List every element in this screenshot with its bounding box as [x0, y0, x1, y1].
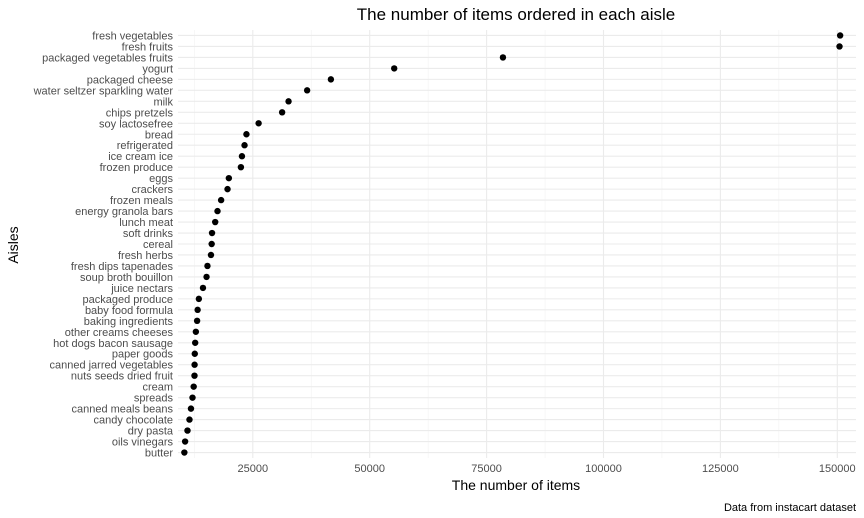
- data-point: [192, 328, 200, 335]
- y-tick-label: eggs: [149, 173, 173, 185]
- x-tick-labels: 25000 50000 75000 100000 125000 150000: [238, 463, 856, 475]
- grid-lines: [178, 30, 856, 458]
- data-point: [189, 394, 196, 401]
- y-tick-label: paper goods: [112, 349, 174, 361]
- data-point: [181, 449, 188, 456]
- x-axis-title: The number of items: [452, 477, 580, 493]
- data-point: [285, 98, 292, 105]
- data-points: [181, 32, 844, 456]
- data-point: [327, 76, 335, 83]
- y-tick-label: dry pasta: [128, 426, 174, 438]
- x-tick-label: 75000: [471, 463, 502, 475]
- data-point: [217, 196, 225, 204]
- data-point: [190, 383, 197, 390]
- y-tick-label: fresh dips tapenades: [71, 261, 174, 273]
- data-point: [243, 131, 250, 138]
- y-tick-label: ice cream ice: [108, 151, 173, 163]
- chart-caption: Data from instacart dataset: [724, 502, 856, 514]
- y-tick-label: chips pretzels: [106, 107, 174, 119]
- data-point: [255, 120, 262, 127]
- data-point: [237, 163, 245, 171]
- chart-title: The number of items ordered in each aisl…: [357, 5, 675, 24]
- data-point: [193, 317, 201, 325]
- data-point: [199, 284, 207, 292]
- data-point: [184, 427, 191, 434]
- y-tick-label: spreads: [134, 393, 174, 405]
- y-tick-label: nuts seeds dried fruit: [71, 371, 173, 383]
- x-tick-label: 100000: [585, 463, 622, 475]
- data-point: [191, 361, 198, 368]
- data-point: [241, 142, 248, 149]
- y-tick-label: baby food formula: [85, 305, 174, 317]
- data-point: [836, 32, 844, 39]
- y-tick-label: fresh fruits: [122, 41, 174, 53]
- y-tick-label: lunch meat: [119, 217, 173, 229]
- x-tick-label: 50000: [354, 463, 385, 475]
- data-point: [191, 339, 199, 346]
- y-tick-label: fresh vegetables: [92, 30, 173, 42]
- y-tick-label: butter: [145, 448, 173, 460]
- y-tick-label: baking ingredients: [84, 316, 174, 328]
- data-point: [194, 306, 201, 314]
- data-point: [195, 295, 203, 303]
- data-point: [214, 207, 221, 215]
- x-tick-label: 25000: [238, 463, 269, 475]
- data-point: [181, 438, 189, 445]
- data-point: [207, 251, 215, 259]
- y-tick-label: milk: [153, 96, 173, 108]
- data-point: [238, 153, 246, 160]
- data-point: [208, 229, 216, 237]
- data-point: [204, 262, 211, 270]
- data-point: [186, 416, 193, 423]
- y-tick-label: packaged vegetables fruits: [42, 52, 173, 64]
- data-point: [499, 54, 507, 61]
- y-tick-label: packaged produce: [82, 294, 173, 306]
- data-point: [224, 185, 231, 193]
- data-point: [391, 65, 398, 72]
- y-tick-label: soft drinks: [123, 228, 174, 240]
- y-axis-title: Aisles: [5, 226, 21, 263]
- y-tick-label: fresh herbs: [118, 250, 174, 262]
- x-tick-label: 150000: [819, 463, 856, 475]
- x-tick-label: 125000: [702, 463, 739, 475]
- y-tick-label: soup broth bouillon: [80, 272, 173, 284]
- y-tick-label: packaged cheese: [87, 74, 173, 86]
- data-point: [836, 43, 843, 50]
- y-tick-label: oils vinegars: [112, 437, 174, 449]
- y-tick-label: frozen meals: [110, 195, 173, 207]
- data-point: [187, 405, 195, 412]
- y-tick-label: canned jarred vegetables: [49, 360, 173, 372]
- y-tick-label: refrigerated: [117, 140, 173, 152]
- data-point: [191, 350, 198, 357]
- data-point: [303, 87, 311, 94]
- y-tick-label: crackers: [131, 184, 173, 196]
- y-tick-label: canned meals beans: [71, 404, 173, 416]
- y-tick-label: water seltzer sparkling water: [33, 85, 174, 97]
- y-tick-label: energy granola bars: [75, 206, 173, 218]
- y-tick-label: juice nectars: [110, 283, 173, 295]
- y-tick-label: bread: [145, 129, 173, 141]
- y-tick-label: candy chocolate: [94, 415, 174, 427]
- data-point: [191, 372, 198, 379]
- y-tick-label: other creams cheeses: [65, 327, 174, 339]
- y-tick-label: frozen produce: [100, 162, 173, 174]
- y-tick-label: soy lactosefree: [99, 118, 173, 130]
- data-point: [225, 174, 233, 182]
- y-tick-label: yogurt: [142, 63, 173, 75]
- data-point: [212, 218, 219, 226]
- data-point: [278, 109, 286, 116]
- data-point: [208, 240, 215, 248]
- y-tick-label: hot dogs bacon sausage: [53, 338, 173, 350]
- data-point: [203, 273, 210, 281]
- y-tick-label: cereal: [143, 239, 173, 251]
- y-tick-label: cream: [142, 382, 173, 394]
